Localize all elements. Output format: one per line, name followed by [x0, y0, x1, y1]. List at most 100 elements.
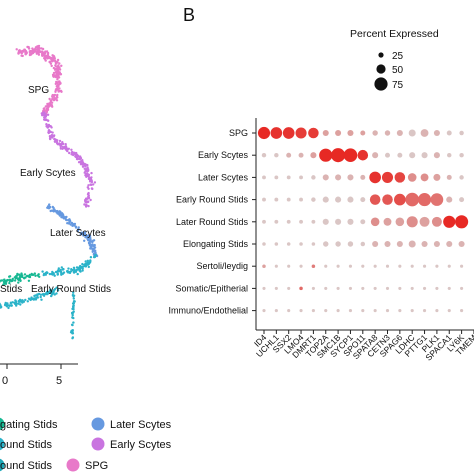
dotplot-dot — [274, 264, 278, 268]
umap-point — [43, 58, 47, 61]
umap-point — [67, 267, 70, 270]
umap-point — [69, 220, 72, 223]
dotplot-dot — [459, 152, 464, 158]
umap-point — [49, 101, 53, 104]
dotplot-dot — [322, 196, 329, 203]
umap-point — [60, 64, 63, 68]
umap-point — [86, 170, 89, 173]
umap-point — [8, 275, 11, 278]
umap-point — [67, 271, 70, 274]
umap-point — [19, 279, 22, 283]
umap-point — [72, 270, 76, 274]
dotplot-dot — [282, 127, 295, 139]
umap-point — [49, 57, 52, 60]
legend-label-early-scytes: Early Scytes — [110, 439, 172, 451]
dotplot-dot — [343, 148, 358, 162]
legend-label-later-scytes: Later Scytes — [110, 419, 172, 431]
umap-point — [51, 131, 54, 134]
cluster-legend: gating Stids Later Scytes ound Stids Ear… — [0, 417, 172, 472]
umap-point — [48, 104, 51, 108]
dotplot-dot — [311, 175, 316, 180]
umap-point — [80, 232, 84, 236]
umap-point — [28, 273, 31, 277]
dotplot-dot — [447, 152, 452, 158]
dotplot-dot — [324, 309, 328, 313]
dotplot-dot — [433, 240, 440, 248]
umap-point — [64, 145, 68, 148]
umap-point — [50, 289, 53, 292]
dotplot-dot — [385, 309, 390, 313]
dotplot-dot — [348, 286, 353, 290]
dotplot-dot — [406, 216, 418, 228]
umap-point — [90, 180, 94, 184]
umap-point — [83, 239, 86, 242]
umap-point — [44, 109, 47, 112]
umap-point — [16, 277, 20, 280]
umap-point — [44, 115, 47, 119]
dotplot-dot — [381, 171, 394, 183]
dotplot-dot — [421, 240, 428, 248]
dotplot-dot — [262, 286, 266, 290]
dotplot-dot — [369, 171, 381, 184]
umap-point — [57, 64, 60, 67]
legend-dot-elongating — [0, 417, 5, 431]
umap-point — [64, 148, 68, 151]
umap-point — [39, 295, 42, 299]
umap-point — [14, 299, 17, 302]
umap-point — [54, 59, 57, 62]
dotplot-dot — [287, 309, 291, 313]
dotplot-dot — [286, 175, 291, 180]
umap-point — [57, 267, 60, 270]
dotplot-dot — [319, 148, 333, 162]
umap-point — [51, 209, 54, 212]
umap-point — [38, 49, 41, 53]
umap-point — [72, 310, 75, 313]
umap-point — [30, 272, 33, 276]
dotplot-dot — [443, 215, 456, 228]
dotplot-dot — [347, 129, 354, 137]
umap-point — [89, 256, 93, 259]
dotplot-row-label: Early Scytes — [198, 150, 249, 160]
umap-point — [3, 303, 7, 306]
umap-point — [48, 203, 51, 206]
umap-point — [81, 262, 84, 266]
umap-point — [34, 294, 37, 297]
umap-point — [17, 52, 20, 55]
umap-point — [79, 155, 82, 158]
dotplot-row-labels: SPG Early Scytes Later Scytes Early Round S… — [168, 128, 248, 316]
dotplot-dot — [395, 217, 405, 227]
umap-point — [34, 296, 38, 300]
umap-point — [78, 157, 82, 161]
dotplot-dot — [385, 286, 390, 290]
umap-point — [52, 71, 56, 75]
umap-point — [17, 281, 20, 284]
umap-point — [24, 53, 27, 56]
umap-point — [42, 107, 45, 111]
umap-point — [87, 239, 90, 242]
umap-point — [52, 98, 55, 102]
size-legend-label-75: 75 — [392, 80, 404, 91]
dotplot-dot — [299, 197, 303, 202]
dotplot-dot — [311, 219, 316, 224]
umap-point — [85, 203, 88, 207]
dotplot-dot — [299, 286, 303, 291]
umap-point — [20, 52, 23, 55]
dotplot-dot — [431, 216, 442, 227]
umap-point — [49, 291, 52, 294]
umap-point — [71, 330, 74, 334]
umap-point — [83, 203, 86, 206]
umap-point — [33, 297, 36, 300]
size-legend-label-50: 50 — [392, 65, 404, 76]
dotplot-dot — [361, 309, 365, 313]
umap-point — [36, 274, 39, 277]
dotplot-dot — [311, 197, 316, 202]
dotplot-dot — [373, 264, 377, 268]
umap-point — [54, 64, 57, 67]
umap-point — [48, 205, 52, 209]
umap-point — [34, 274, 37, 277]
size-legend-title: Percent Expressed — [350, 28, 439, 40]
umap-point — [81, 165, 85, 168]
dotplot-dot — [262, 309, 266, 313]
umap-point — [72, 297, 76, 300]
size-legend-dot-75 — [374, 77, 388, 91]
